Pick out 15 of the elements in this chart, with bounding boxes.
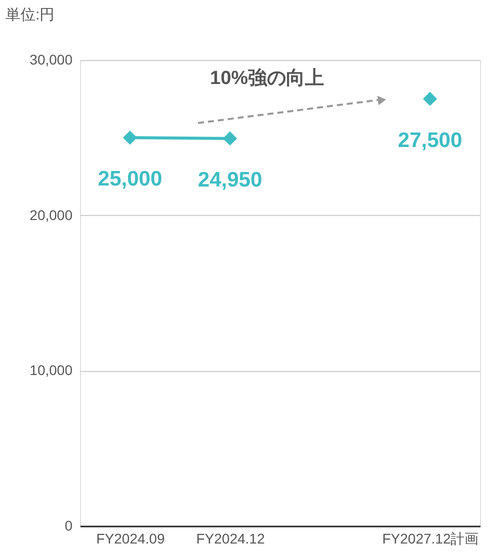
data-label: 25,000 — [98, 168, 162, 191]
y-tick-label: 0 — [64, 518, 73, 534]
data-label: 24,950 — [198, 168, 262, 192]
y-tick-label: 20,000 — [30, 206, 73, 223]
point — [222, 131, 238, 146]
point — [422, 92, 438, 106]
y-tick-label: 10,000 — [30, 362, 73, 378]
annotation: 10%強の向上 — [210, 67, 324, 89]
y-axis-title: 単位:円 — [6, 6, 55, 24]
point — [122, 130, 138, 145]
y-tick-label: 30,000 — [30, 52, 73, 68]
data-label: 27,500 — [398, 128, 462, 152]
x-tick-label: FY2024.09 — [96, 530, 165, 546]
x-tick-label: FY2024.12 — [196, 530, 265, 546]
x-tick-label: FY2027.12計画 — [382, 530, 479, 546]
